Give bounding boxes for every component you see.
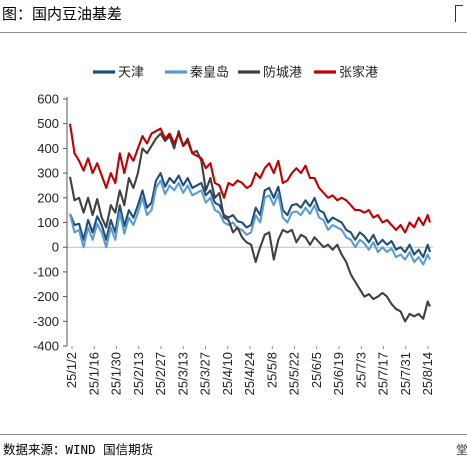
y-tick-label: 200 (37, 190, 59, 205)
x-tick-label: 25/4/10 (220, 352, 235, 395)
y-tick-label: -100 (33, 264, 59, 279)
x-tick-label: 25/6/19 (331, 352, 346, 395)
x-tick-label: 25/6/5 (309, 352, 324, 388)
x-tick-label: 25/5/22 (287, 352, 302, 395)
x-tick-label: 25/7/17 (376, 352, 391, 395)
page-fragment: 堂 (456, 443, 467, 457)
x-tick-label: 25/2/13 (131, 352, 146, 395)
y-tick-label: -200 (33, 289, 59, 304)
source-note: 数据来源：WIND 国信期货 (3, 442, 154, 457)
y-tick-label: 100 (37, 215, 59, 230)
series-line-1 (69, 172, 432, 259)
x-tick-label: 25/4/24 (242, 352, 257, 395)
legend-label: 防城港 (263, 65, 302, 81)
x-tick-label: 25/7/31 (398, 352, 413, 395)
basis-line-chart: 天津 秦皇岛 防城港 张家港 600 500 400 300 200 100 0 -100 -200 -… (33, 65, 435, 396)
y-tick-label: 500 (37, 116, 59, 131)
x-tick-label: 25/7/3 (353, 352, 368, 388)
plot-area (67, 123, 433, 323)
x-axis: 25/1/2 25/1/16 25/1/30 25/2/13 25/2/27 25/3/1… (64, 346, 435, 395)
x-tick-label: 25/3/27 (198, 352, 213, 395)
x-tick-label: 25/3/13 (175, 352, 190, 395)
y-tick-label: -300 (33, 314, 59, 329)
x-tick-label: 25/2/27 (153, 352, 168, 395)
x-tick-label: 25/1/2 (64, 352, 79, 388)
x-tick-label: 25/8/14 (420, 352, 435, 395)
series-line-3 (68, 130, 431, 323)
legend-label: 秦皇岛 (190, 65, 229, 81)
legend: 天津 秦皇岛 防城港 张家港 (93, 65, 378, 81)
legend-label: 张家港 (339, 65, 378, 81)
y-tick-label: 400 (37, 141, 59, 156)
series-line-4 (68, 123, 432, 234)
cropped-edge-mark (455, 5, 463, 22)
x-tick-label: 25/1/30 (109, 352, 124, 395)
figure-title: 图：国内豆油基差 (2, 5, 123, 23)
bottom-rule (0, 434, 467, 435)
y-tick-label: -400 (33, 339, 59, 354)
series-line-2 (68, 179, 431, 266)
top-rule (0, 32, 467, 33)
legend-label: 天津 (118, 66, 144, 81)
x-tick-label: 25/1/16 (86, 352, 101, 395)
y-tick-label: 600 (37, 92, 59, 107)
x-tick-label: 25/5/8 (264, 352, 279, 388)
y-tick-label: 0 (52, 240, 59, 255)
y-axis: 600 500 400 300 200 100 0 -100 -200 -300 -400 (33, 92, 68, 354)
y-tick-label: 300 (37, 166, 59, 181)
